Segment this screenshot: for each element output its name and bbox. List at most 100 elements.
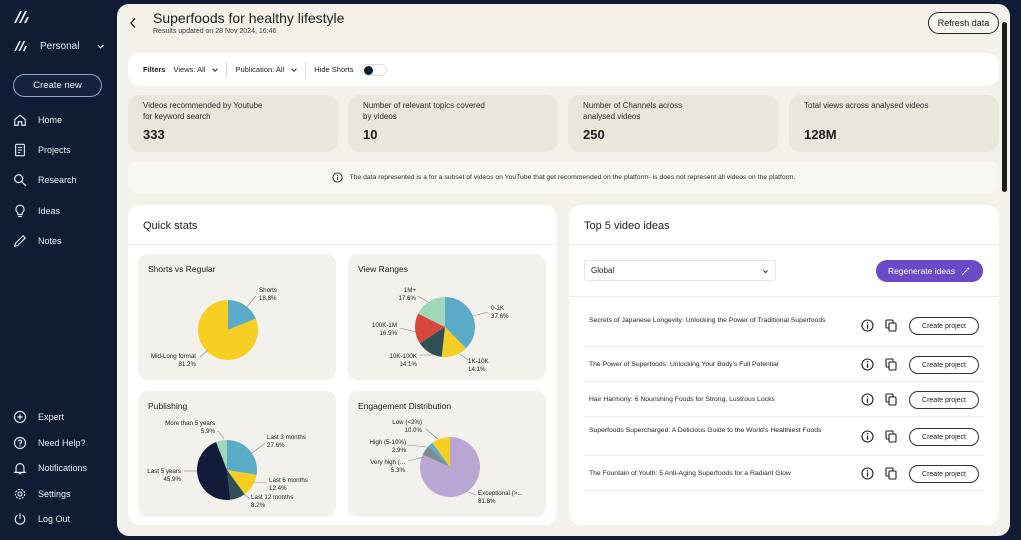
hide-shorts-toggle[interactable] [361, 63, 388, 76]
leader-line [472, 311, 489, 317]
slice-value-label: 18.8% [259, 295, 277, 302]
info-icon[interactable] [861, 319, 874, 332]
nav-home-label: Home [38, 115, 63, 125]
filters-bar: Filters Views: All Publication: All Hide… [128, 53, 999, 86]
refresh-data-button[interactable]: Refresh data [928, 12, 999, 34]
chart-title: Shorts vs Regular [148, 264, 216, 274]
pie-slice-very-high-[interactable] [422, 446, 450, 467]
workspace-switcher[interactable]: Personal [13, 38, 105, 54]
slice-label: Mid-Long format [151, 353, 196, 360]
views-filter[interactable]: Views: All [174, 61, 228, 78]
create-project-button[interactable]: Create project [909, 317, 979, 335]
create-project-button[interactable]: Create project [909, 356, 979, 374]
quick-stats-panel: Quick stats Shorts vs Regular Shorts 18.8… [128, 205, 557, 525]
chart-title: View Ranges [358, 264, 408, 274]
slice-value-label: 17.6% [398, 295, 416, 302]
stat-value: 333 [143, 127, 165, 142]
nav-home[interactable]: Home [13, 111, 108, 129]
pie-slice-last-3-months[interactable] [227, 440, 257, 475]
pie-chart-3: Exceptional (>...81.8% Very high (...5.3%… [370, 419, 523, 505]
info-icon[interactable] [861, 430, 874, 443]
create-project-button[interactable]: Create project [909, 391, 979, 409]
pie-slice-1k-10k[interactable] [441, 327, 467, 357]
pie-slice-high-5-10-[interactable] [428, 442, 450, 467]
pencil-icon [13, 234, 27, 248]
power-icon [14, 513, 26, 525]
pie-slice-low-2-[interactable] [432, 437, 450, 467]
pie-slice-last-6-months[interactable] [227, 470, 257, 495]
home-icon [14, 114, 26, 126]
nav-help[interactable]: Need Help? [13, 434, 108, 452]
nav-logout[interactable]: Log Out [13, 510, 108, 528]
copy-icon[interactable] [885, 319, 897, 332]
scrollbar[interactable] [1002, 22, 1007, 192]
leader-line [407, 456, 425, 462]
slice-label: Last 3 months [267, 434, 306, 441]
filters-label: Filters [143, 65, 166, 74]
create-new-button[interactable]: Create new [13, 74, 102, 97]
hide-shorts-label: Hide Shorts [314, 65, 354, 74]
leader-line [217, 430, 225, 440]
nav-notes-label: Notes [38, 236, 62, 246]
divider [569, 296, 999, 297]
nav-settings[interactable]: Settings [13, 485, 108, 503]
chevron-down-icon [291, 67, 298, 72]
nav-projects-label: Projects [38, 145, 71, 155]
stat-value: 250 [583, 127, 605, 142]
copy-icon[interactable] [885, 358, 897, 371]
region-select[interactable]: Global [584, 260, 776, 281]
main-panel: Superfoods for healthy lifestyle Results… [117, 4, 1010, 536]
info-icon[interactable] [861, 467, 874, 480]
pie-slice-more-than-5-years[interactable] [216, 440, 227, 470]
slice-value-label: 5.9% [201, 428, 216, 435]
copy-icon[interactable] [885, 430, 897, 443]
slice-value-label: 81.2% [178, 361, 196, 368]
create-project-button[interactable]: Create project [909, 465, 979, 483]
nav-notes[interactable]: Notes [13, 232, 108, 250]
slice-value-label: 8.2% [251, 502, 266, 509]
app-logo-icon[interactable] [13, 10, 31, 24]
pie-slice-last-5-years[interactable] [196, 442, 231, 500]
slice-value-label: 2.9% [392, 447, 407, 454]
quick-stats-title: Quick stats [143, 220, 198, 232]
regenerate-label: Regenerate ideas [887, 266, 956, 276]
workspace-label: Personal [40, 40, 80, 52]
stat-card-views: Total views across analysed videos 128M [789, 95, 999, 152]
publication-filter[interactable]: Publication: All [235, 61, 307, 78]
regenerate-ideas-button[interactable]: Regenerate ideas [876, 260, 983, 282]
magic-wand-icon [961, 266, 970, 276]
search-icon [14, 174, 27, 187]
slice-value-label: 16.5% [379, 330, 397, 337]
slice-value-label: 10.0% [404, 427, 422, 434]
slice-label: Exceptional (>... [478, 490, 523, 497]
help-icon [13, 436, 27, 450]
pie-slice-100k-1m[interactable] [415, 313, 445, 344]
nav-notifications[interactable]: Notifications [13, 459, 108, 477]
chevron-down-icon [763, 270, 768, 274]
info-icon[interactable] [861, 393, 874, 406]
pie-slice-0-1k[interactable] [445, 297, 475, 349]
nav-ideas[interactable]: Ideas [13, 202, 108, 220]
info-icon[interactable] [861, 358, 874, 371]
pie-slice-10k-100k[interactable] [419, 327, 445, 357]
leader-line [399, 327, 417, 333]
slice-label: Very high (... [370, 459, 405, 466]
idea-row: Hair Harmony: 6 Nourishing Foods for Str… [584, 382, 984, 417]
copy-icon[interactable] [885, 467, 897, 480]
nav-expert[interactable]: Expert [13, 408, 108, 426]
pie-slice-mid-long-format[interactable] [198, 300, 258, 360]
nav-research[interactable]: Research [13, 171, 108, 189]
idea-row: The Fountain of Youth: 5 Anti-Aging Supe… [584, 456, 984, 491]
copy-icon[interactable] [885, 393, 897, 406]
pie-slice-1m-[interactable] [418, 297, 445, 327]
nav-projects[interactable]: Projects [13, 141, 108, 159]
pie-slice-shorts[interactable] [228, 300, 256, 330]
leader-line [465, 490, 477, 496]
leader-line [243, 493, 251, 500]
divider [128, 244, 557, 245]
create-project-button[interactable]: Create project [909, 428, 979, 446]
back-arrow-icon[interactable] [128, 17, 138, 29]
slice-label: More than 5 years [165, 420, 215, 427]
pie-slice-last-12-months[interactable] [227, 470, 245, 500]
